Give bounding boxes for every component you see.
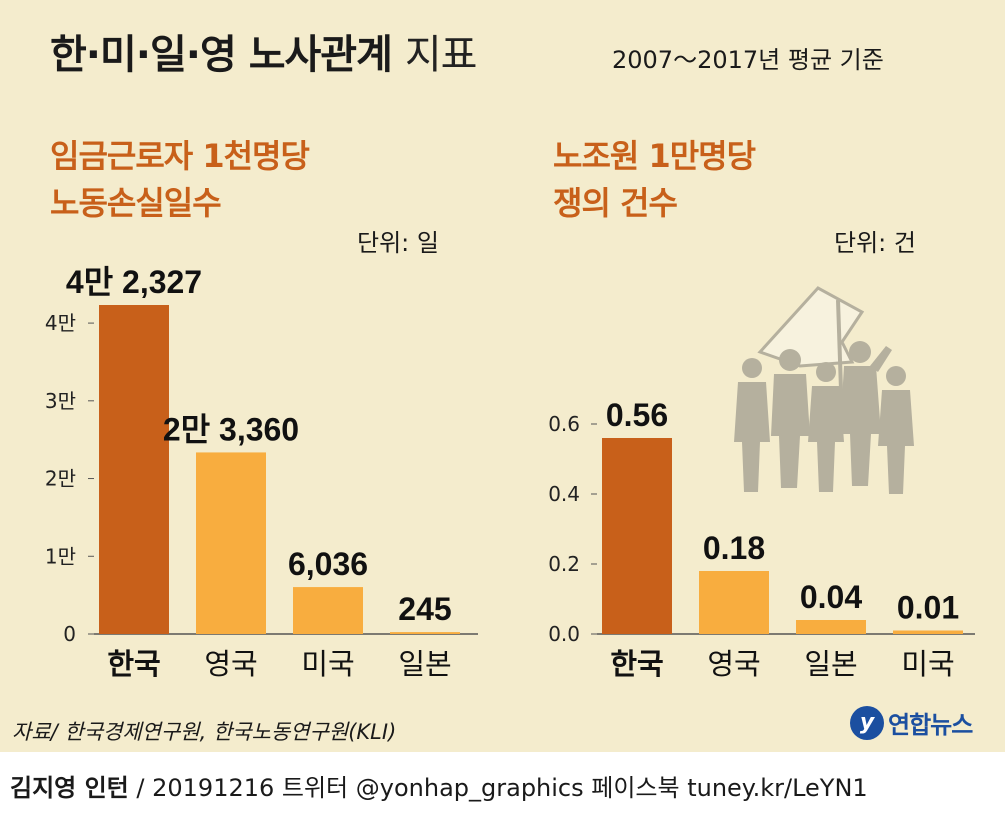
chart2-title-line2: 쟁의 건수 (553, 184, 678, 222)
title-main: 한·미·일·영 노사관계 (50, 32, 393, 78)
chart1-ytick-label: 3만 (45, 389, 76, 413)
chart2-category-label: 일본 (804, 647, 857, 681)
chart1-title-line2: 노동손실일수 (50, 184, 222, 222)
page-title: 한·미·일·영 노사관계 지표 (50, 22, 478, 80)
protesters-illustration (734, 286, 914, 494)
credit-bar: 김지영 인턴 / 20191216 트위터 @yonhap_graphics 페… (0, 752, 1005, 813)
chart2-ytick-label: 0.4 (548, 482, 580, 506)
chart2-ytick-label: 0.2 (548, 552, 580, 576)
chart2-category-label: 한국 (610, 647, 663, 681)
chart1-bar (390, 632, 460, 634)
chart1-bar (293, 587, 363, 634)
chart1-bar (99, 305, 169, 634)
chart1-value-label: 4만 2,327 (66, 264, 202, 300)
chart2-value-label: 0.18 (703, 530, 765, 566)
title-light: 지표 (404, 32, 478, 78)
credit-text: 김지영 인턴 / 20191216 트위터 @yonhap_graphics 페… (10, 768, 868, 803)
chart1-plot: 0 1만 2만 3만 4만 4만 2,327 한국 2만 3,360 영국 6,036 미국 245 일… (45, 264, 478, 681)
chart2-ytick-label: 0.6 (548, 412, 580, 436)
source-note: 자료/ 한국경제연구원, 한국노동연구원(KLI) (12, 720, 397, 744)
chart2-unit: 단위: 건 (834, 229, 916, 257)
credit-author: 김지영 인턴 (10, 774, 129, 802)
chart2-category-label: 미국 (901, 647, 954, 681)
chart1-ytick-label: 4만 (45, 311, 76, 335)
chart1-ytick-label: 2만 (45, 467, 76, 491)
chart2-value-label: 0.56 (606, 397, 668, 433)
chart2-title: 노조원 1만명당 쟁의 건수 (553, 133, 756, 227)
chart1-bar (196, 452, 266, 634)
chart1-ytick-label: 1만 (45, 544, 76, 568)
chart2-plot: 0.0 0.2 0.4 0.6 0.56 한국 0.18 영국 0.04 일본 0.01 미국 (548, 397, 975, 681)
chart2-value-label: 0.01 (897, 590, 959, 626)
chart2-ytick-label: 0.0 (548, 622, 580, 646)
chart1-ytick-label: 0 (63, 622, 76, 646)
chart1-title-line1: 임금근로자 1천명당 (50, 137, 310, 175)
chart2-bar (893, 630, 963, 634)
chart1-value-label: 2만 3,360 (163, 411, 299, 447)
chart1-category-label: 일본 (398, 647, 451, 681)
chart2-category-label: 영국 (707, 647, 760, 681)
credit-rest: / 20191216 트위터 @yonhap_graphics 페이스북 tun… (128, 774, 868, 802)
chart1-category-label: 한국 (107, 647, 160, 681)
chart1-category-label: 미국 (301, 647, 354, 681)
chart2-value-label: 0.04 (800, 579, 862, 615)
period-label: 2007～2017년 평균 기준 (612, 46, 884, 74)
chart1-value-label: 245 (398, 591, 451, 627)
chart2-bar (602, 438, 672, 634)
chart2-title-line1: 노조원 1만명당 (553, 137, 756, 175)
chart1-unit: 단위: 일 (357, 229, 439, 257)
yonhap-logo-mark: y (850, 705, 884, 740)
chart1-category-label: 영국 (204, 647, 257, 681)
yonhap-logo-name: 연합뉴스 (888, 711, 973, 739)
chart1-title: 임금근로자 1천명당 노동손실일수 (50, 133, 310, 227)
chart1-value-label: 6,036 (288, 546, 368, 582)
chart2-bar (699, 571, 769, 634)
chart2-bar (796, 620, 866, 634)
yonhap-logo: y 연합뉴스 (850, 705, 973, 740)
